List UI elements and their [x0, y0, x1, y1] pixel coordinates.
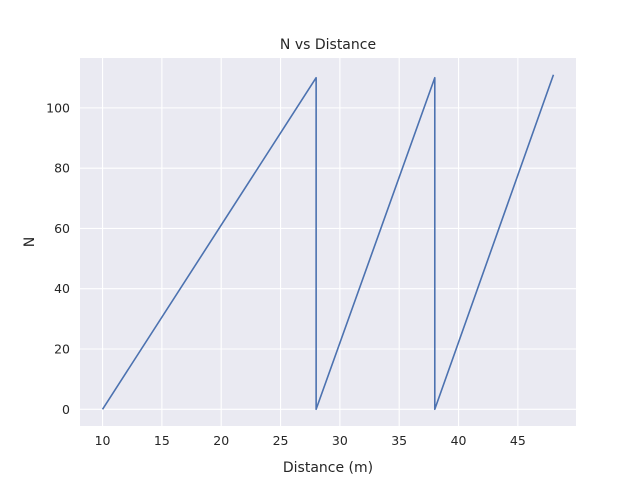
- y-tick-label: 60: [54, 221, 70, 236]
- grid: [80, 58, 576, 426]
- x-tick-label: 25: [273, 433, 289, 448]
- y-tick-labels: 0 20 40 60 80 100: [46, 100, 70, 416]
- x-tick-label: 15: [154, 433, 170, 448]
- x-tick-label: 40: [451, 433, 467, 448]
- y-tick-label: 0: [62, 402, 70, 417]
- series-line: [101, 74, 555, 411]
- x-axis-label: Distance (m): [283, 460, 373, 476]
- y-tick-label: 20: [54, 341, 70, 356]
- series-group: [101, 74, 555, 411]
- y-tick-label: 100: [46, 100, 70, 115]
- plot-area: [80, 58, 576, 426]
- y-tick-label: 80: [54, 161, 70, 176]
- x-tick-label: 20: [213, 433, 229, 448]
- x-tick-labels: 10 15 20 25 30 35 40 45: [95, 433, 526, 448]
- chart-title: N vs Distance: [280, 37, 376, 53]
- x-tick-label: 45: [510, 433, 526, 448]
- y-tick-label: 40: [54, 281, 70, 296]
- y-axis-label: N: [22, 237, 38, 247]
- x-tick-label: 35: [391, 433, 407, 448]
- x-tick-label: 10: [95, 433, 111, 448]
- x-tick-label: 30: [332, 433, 348, 448]
